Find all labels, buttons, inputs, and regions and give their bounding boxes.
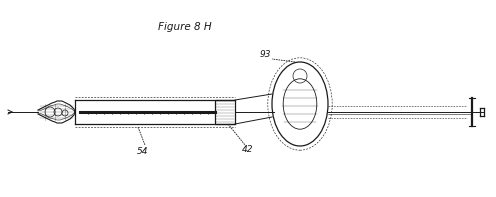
- Bar: [215, 100, 235, 124]
- Text: 93: 93: [259, 49, 271, 59]
- Text: 42: 42: [242, 146, 254, 154]
- Text: 54: 54: [137, 147, 149, 155]
- Text: Figure 8 H: Figure 8 H: [158, 22, 212, 32]
